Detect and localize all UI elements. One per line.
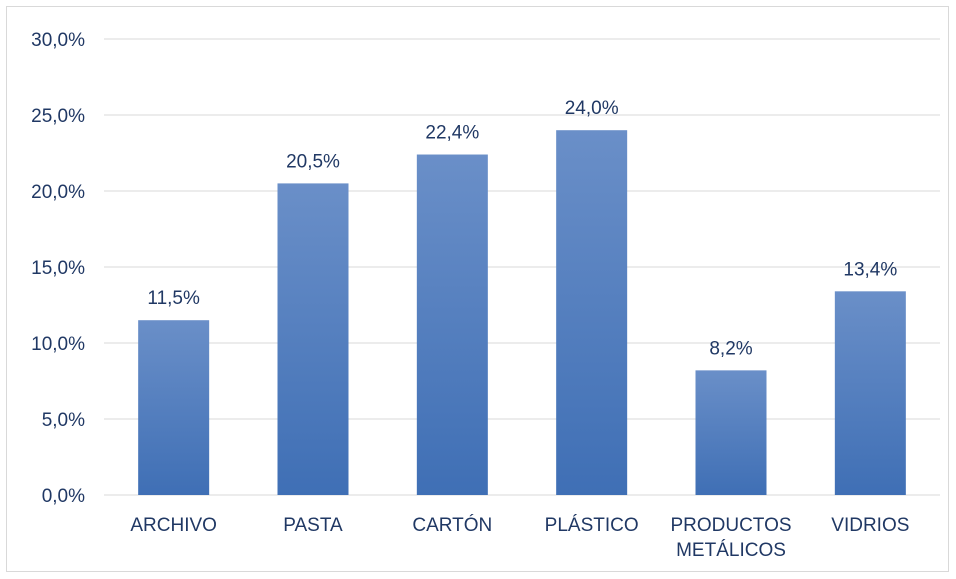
data-label: 20,5%	[286, 151, 340, 172]
y-tick-label: 30,0%	[31, 30, 85, 51]
category-label: PRODUCTOS METÁLICOS	[670, 515, 791, 561]
bar	[695, 370, 767, 495]
category-label: VIDRIOS	[831, 515, 909, 536]
category-label: PASTA	[283, 515, 343, 536]
y-tick-label: 20,0%	[31, 182, 85, 203]
category-label: ARCHIVO	[130, 515, 217, 536]
y-tick-label: 25,0%	[31, 106, 85, 127]
y-tick-label: 0,0%	[42, 486, 85, 507]
y-tick-label: 15,0%	[31, 258, 85, 279]
bar	[138, 320, 210, 495]
data-label: 11,5%	[147, 288, 200, 309]
y-tick-label: 5,0%	[42, 410, 85, 431]
bars	[138, 130, 906, 495]
bar	[834, 291, 906, 495]
data-label: 13,4%	[843, 259, 897, 280]
gridlines	[104, 38, 940, 496]
category-label: CARTÓN	[412, 514, 492, 536]
bar	[416, 154, 488, 495]
x-axis-category-labels: ARCHIVO PASTA CARTÓN PLÁSTICO PRODUCTOS METÁL…	[130, 514, 909, 561]
data-label: 8,2%	[709, 338, 752, 359]
bar	[277, 183, 349, 495]
category-label: PLÁSTICO	[545, 515, 639, 536]
y-tick-label: 10,0%	[31, 334, 85, 355]
bar	[556, 130, 628, 495]
data-label: 24,0%	[565, 98, 619, 119]
y-axis-tick-labels: 0,0% 5,0% 10,0% 15,0% 20,0% 25,0% 30,0%	[31, 30, 85, 507]
data-label: 22,4%	[425, 123, 479, 144]
data-labels: 11,5% 20,5% 22,4% 24,0% 8,2% 13,4%	[147, 98, 897, 359]
